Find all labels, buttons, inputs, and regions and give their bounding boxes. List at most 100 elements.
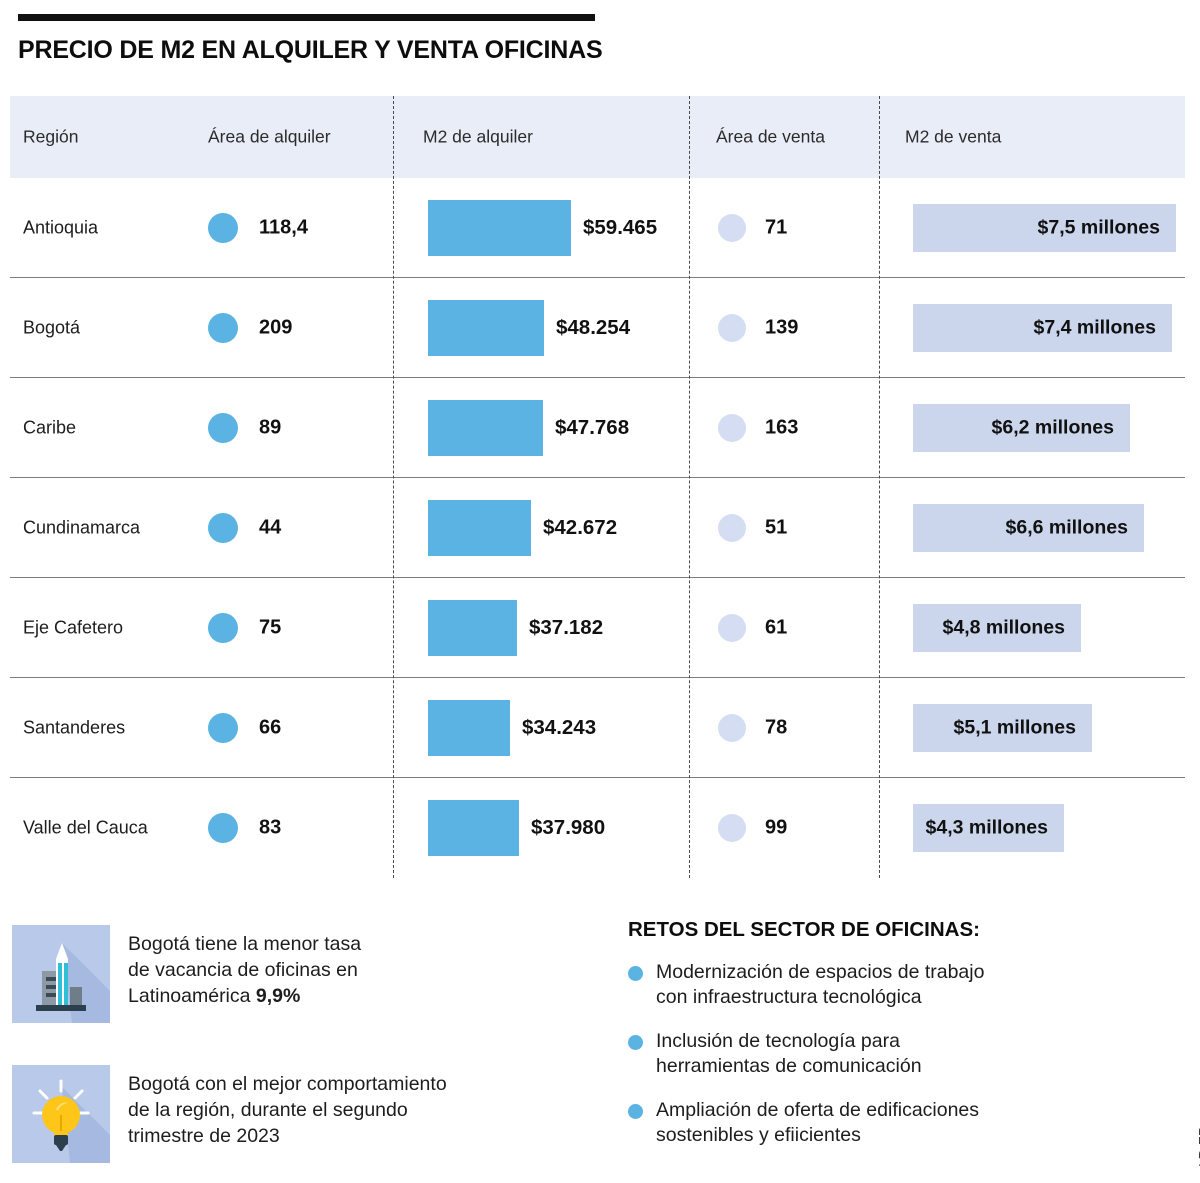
data-table: Región Área de alquiler M2 de alquiler Á… <box>10 96 1185 878</box>
area-alquiler-dot <box>208 212 238 243</box>
source-credit: Fuente: Fedelonjas, MTS / Gráfico: LR-ER <box>1196 1126 1200 1183</box>
callout-vacancy-body: Bogotá tiene la menor tasa de vacancia d… <box>128 933 362 1008</box>
m2-alquiler-bar <box>428 399 543 456</box>
m2-venta-value: $7,4 millones <box>1033 316 1156 338</box>
reto-text: Modernización de espacios de trabajo con… <box>656 961 985 1008</box>
area-venta-dot <box>718 213 746 242</box>
m2-venta-value: $6,2 millones <box>991 416 1114 438</box>
callout-performance: Bogotá con el mejor comportamiento de la… <box>12 1065 447 1163</box>
area-venta-dot <box>718 713 746 742</box>
area-alquiler-value: 83 <box>259 816 282 839</box>
area-alquiler-value: 75 <box>259 616 282 638</box>
area-venta-value: 51 <box>765 516 788 538</box>
m2-alquiler-bar <box>428 599 517 656</box>
table-row: Valle del Cauca 83 $37.980 99 $4,3 millones <box>10 778 1185 878</box>
area-venta-value: 61 <box>765 616 788 638</box>
m2-alquiler-value: $37.980 <box>531 816 606 839</box>
area-venta-dot <box>718 814 746 842</box>
m2-alquiler-bar <box>428 299 544 356</box>
area-venta-value: 99 <box>765 816 788 839</box>
area-alquiler-value: 89 <box>259 416 282 438</box>
m2-venta-value: $6,6 millones <box>1005 516 1128 538</box>
column-header-area-alquiler: Área de alquiler <box>208 126 331 147</box>
bullet-icon <box>628 966 643 981</box>
m2-alquiler-bar <box>428 499 531 556</box>
reto-item: Modernización de espacios de trabajo con… <box>628 960 1088 1009</box>
m2-alquiler-value: $42.672 <box>543 515 618 539</box>
m2-alquiler-bar <box>428 699 510 756</box>
row-region-label: Eje Cafetero <box>23 617 124 637</box>
m2-venta-value: $7,5 millones <box>1037 216 1160 238</box>
area-venta-value: 71 <box>765 216 788 238</box>
reto-text: Ampliación de oferta de edificaciones so… <box>656 1099 980 1146</box>
area-alquiler-dot <box>208 612 238 643</box>
m2-venta-value: $4,3 millones <box>925 816 1048 839</box>
area-alquiler-value: 118,4 <box>259 216 308 238</box>
m2-venta-bar <box>913 703 1092 752</box>
area-venta-value: 163 <box>765 416 799 438</box>
m2-alquiler-value: $59.465 <box>583 215 658 239</box>
area-alquiler-dot <box>208 813 238 843</box>
row-region-label: Valle del Cauca <box>23 817 148 838</box>
callout-performance-body: Bogotá con el mejor comportamiento de la… <box>128 1073 447 1148</box>
callout-vacancy-highlight: 9,9% <box>255 985 301 1008</box>
title-rule <box>18 14 595 21</box>
column-header-region: Región <box>23 126 79 147</box>
bullet-icon <box>628 1035 643 1051</box>
column-separators <box>10 96 1185 878</box>
area-venta-dot <box>718 313 746 342</box>
row-region-label: Cundinamarca <box>23 517 141 537</box>
area-venta-dot <box>718 413 746 442</box>
reto-text: Inclusión de tecnología para herramienta… <box>656 1030 922 1077</box>
table-row: Caribe 89 $47.768 163 $6,2 millones <box>10 378 1185 478</box>
column-separator <box>879 96 880 878</box>
area-alquiler-dot <box>208 712 238 743</box>
retos-title: RETOS DEL SECTOR DE OFICINAS: <box>628 918 980 941</box>
m2-alquiler-value: $34.243 <box>522 715 597 739</box>
row-region-label: Santanderes <box>23 717 126 737</box>
area-alquiler-value: 66 <box>259 716 282 738</box>
m2-venta-bar <box>913 203 1176 252</box>
table-row: Antioquia 118,4 $59.465 71 $7,5 millones <box>10 178 1185 278</box>
m2-venta-value: $4,8 millones <box>942 616 1065 638</box>
area-alquiler-dot <box>208 312 238 343</box>
area-venta-value: 78 <box>765 716 788 738</box>
m2-venta-value: $5,1 millones <box>953 716 1076 738</box>
area-alquiler-value: 44 <box>259 516 282 538</box>
m2-venta-bar <box>913 503 1144 552</box>
area-alquiler-dot <box>208 412 238 443</box>
table-body: Antioquia 118,4 $59.465 71 $7,5 millones Bogo… <box>10 178 1185 878</box>
area-venta-dot <box>718 613 746 642</box>
m2-venta-bar <box>913 603 1081 652</box>
table-header-row: Región Área de alquiler M2 de alquiler Á… <box>10 96 1185 178</box>
column-header-m2-venta: M2 de venta <box>905 126 1002 147</box>
lightbulb-icon <box>12 1065 110 1163</box>
reto-item: Inclusión de tecnología para herramienta… <box>628 1029 1088 1078</box>
page-title: PRECIO DE M2 EN ALQUILER Y VENTA OFICINA… <box>18 36 603 64</box>
m2-venta-bar <box>913 403 1130 452</box>
m2-alquiler-bar <box>428 800 519 856</box>
building-skyscraper-icon <box>12 925 110 1023</box>
m2-alquiler-value: $47.768 <box>555 415 630 439</box>
table-row: Eje Cafetero 75 $37.182 61 $4,8 millones <box>10 578 1185 678</box>
row-region-label: Caribe <box>23 417 77 437</box>
column-header-m2-alquiler: M2 de alquiler <box>423 126 533 147</box>
area-alquiler-dot <box>208 512 238 543</box>
m2-alquiler-bar <box>428 199 571 256</box>
table-row: Cundinamarca 44 $42.672 51 $6,6 millones <box>10 478 1185 578</box>
column-header-area-venta: Área de venta <box>716 126 825 147</box>
column-separator <box>689 96 690 878</box>
callout-vacancy-text: Bogotá tiene la menor tasa de vacancia d… <box>128 925 361 1009</box>
m2-venta-bar <box>913 303 1172 352</box>
column-separator <box>393 96 394 878</box>
retos-list: Modernización de espacios de trabajo con… <box>628 960 1088 1147</box>
row-region-label: Antioquia <box>23 217 99 237</box>
retos-section: RETOS DEL SECTOR DE OFICINAS: Modernizac… <box>628 918 1088 1167</box>
m2-alquiler-value: $48.254 <box>556 315 631 339</box>
m2-venta-bar <box>913 804 1064 852</box>
area-venta-dot <box>718 513 746 542</box>
table-row: Bogotá 209 $48.254 139 $7,4 millones <box>10 278 1185 378</box>
bullet-icon <box>628 1104 643 1120</box>
row-region-label: Bogotá <box>23 317 81 337</box>
